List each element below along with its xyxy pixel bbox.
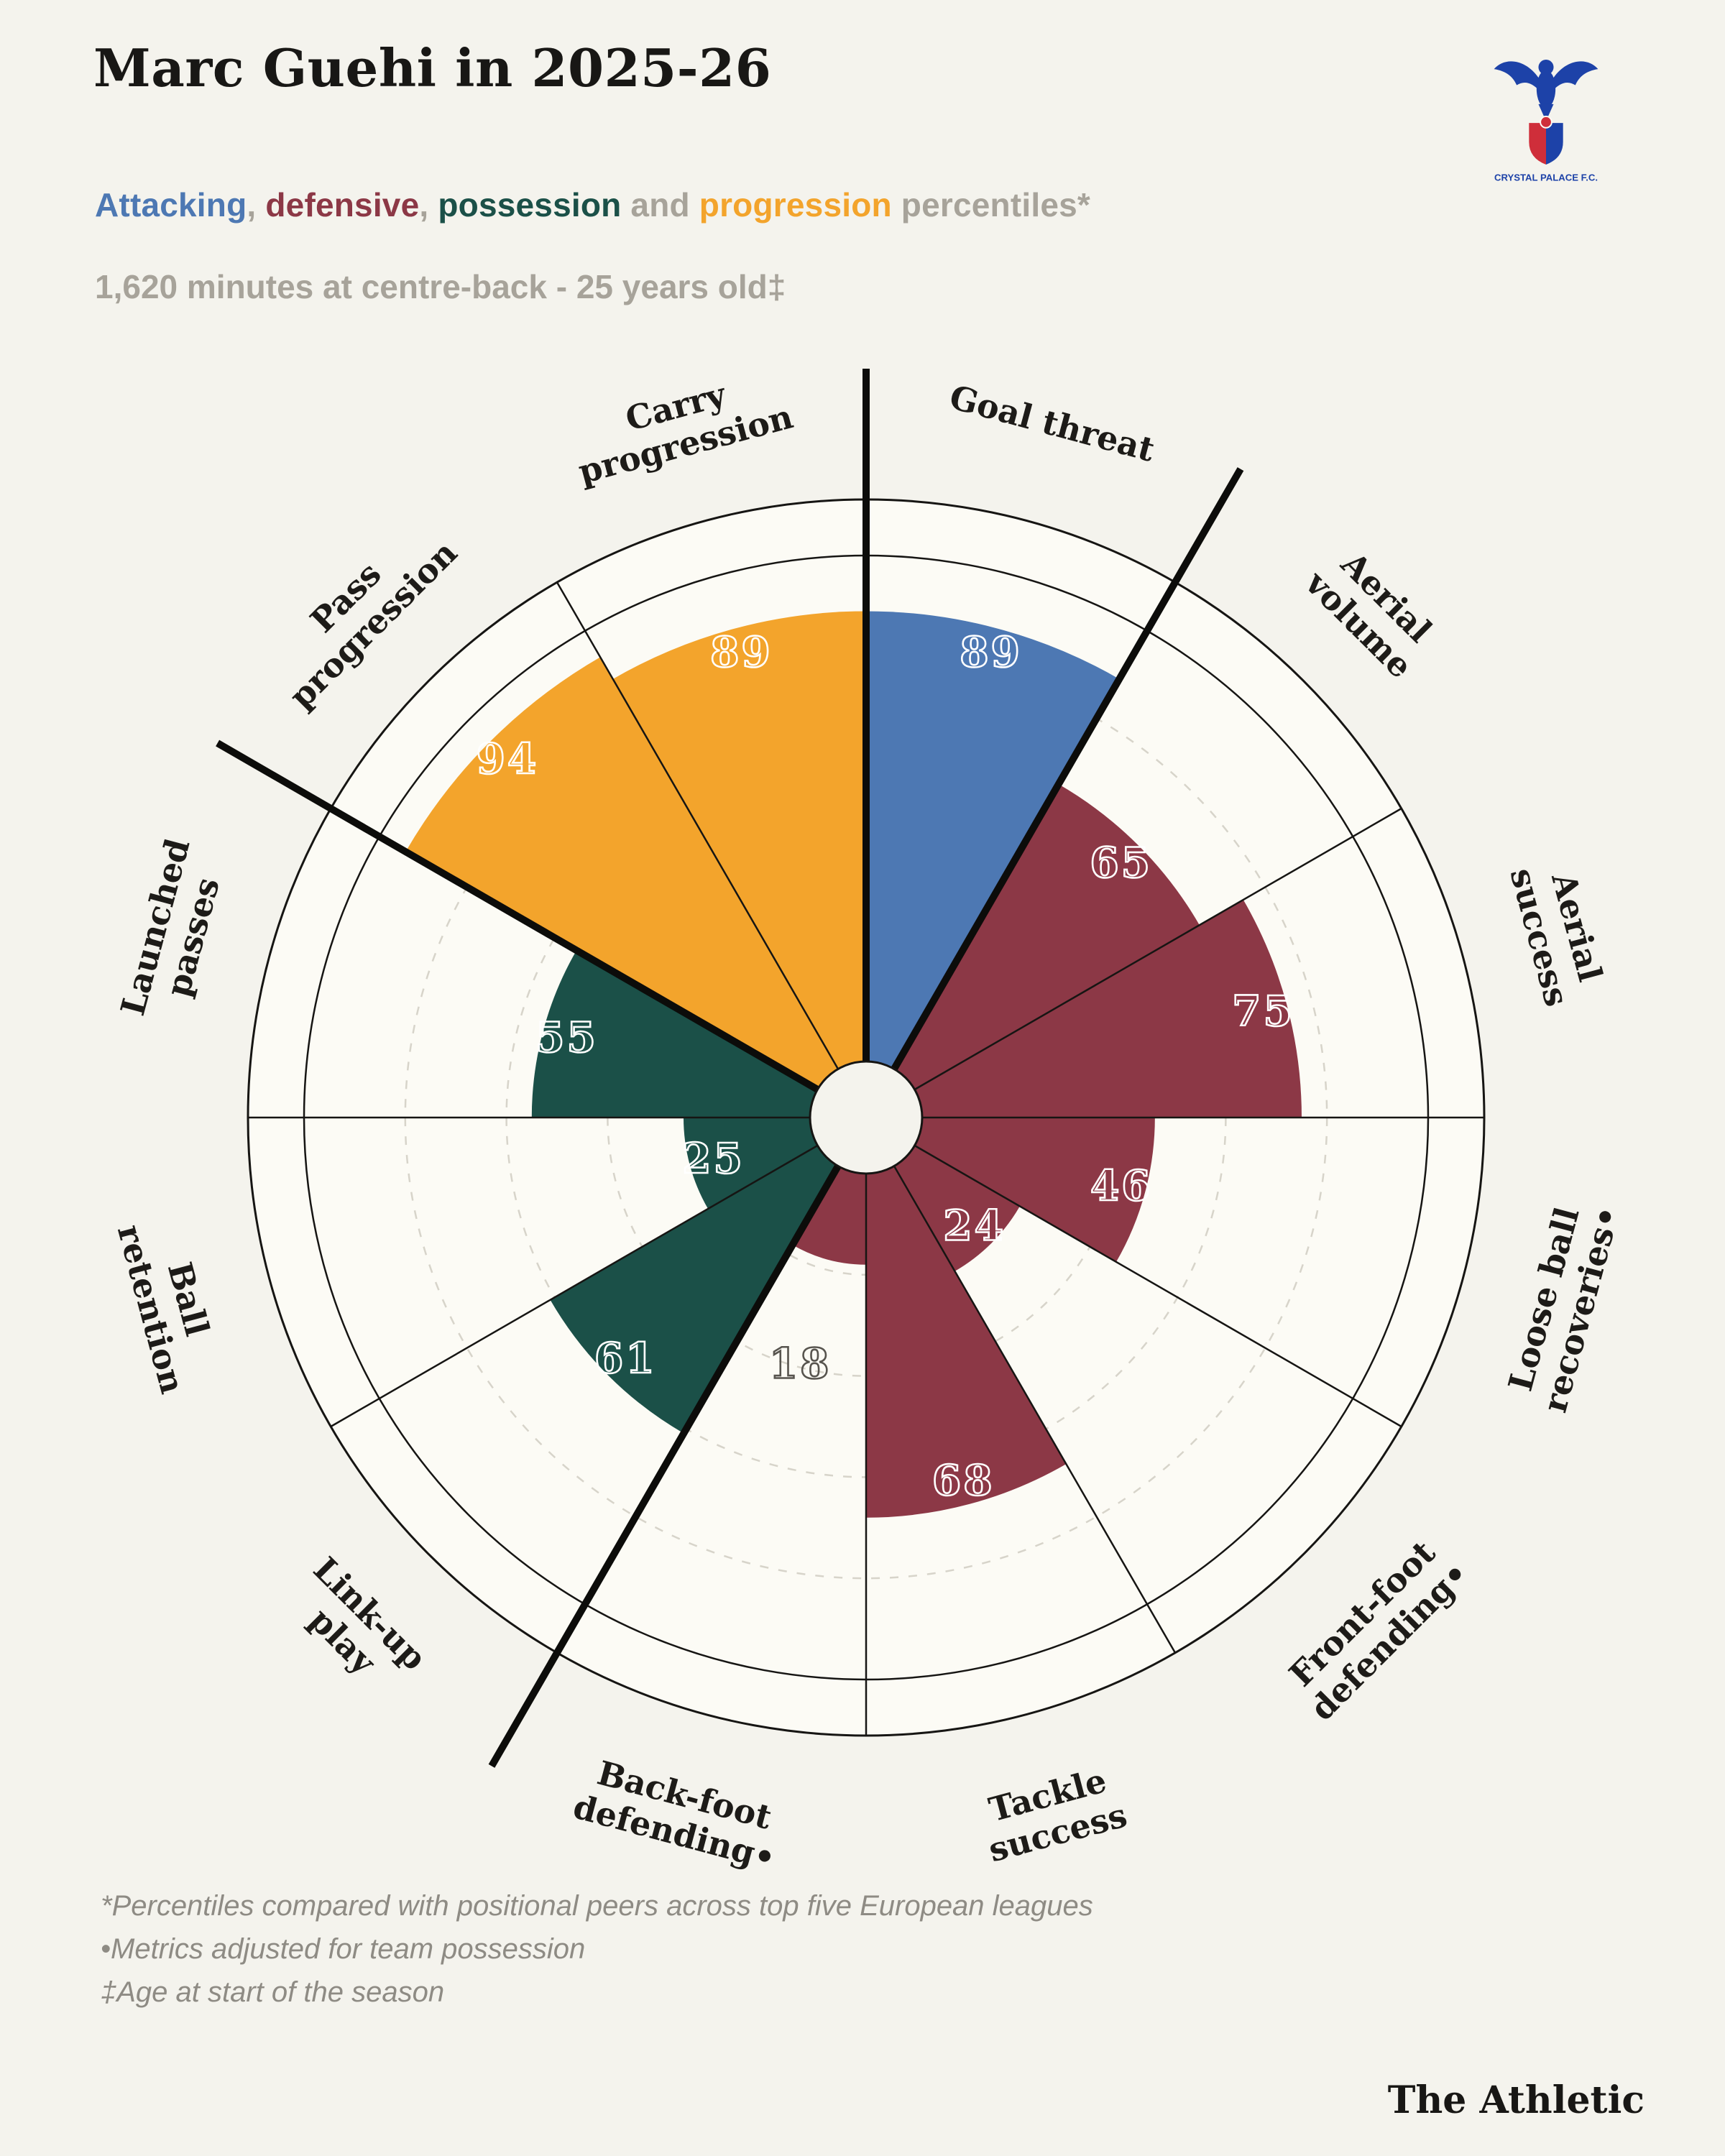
chart-slice-goal-threat — [866, 611, 1120, 1118]
slice-value-tackle-success: 68 — [932, 1456, 995, 1505]
group-boundary-line — [488, 1115, 870, 1768]
slice-label-tackle-success: Tacklesuccess — [975, 1758, 1131, 1869]
slice-value-link-up-play: 61 — [594, 1334, 657, 1383]
group-boundary-line — [216, 740, 868, 1121]
football-icon — [1540, 115, 1552, 129]
slice-value-carry-progression: 89 — [710, 627, 773, 676]
slice-label-loose-ball-recoveries: Loose ballrecoveries• — [1498, 1192, 1628, 1416]
footnote-percentiles: *Percentiles compared with positional pe… — [101, 1890, 1093, 1922]
slice-label-text: Back-footdefending• — [569, 1749, 790, 1878]
slice-value-goal-threat: 89 — [960, 627, 1022, 676]
slice-label-text: Tacklesuccess — [975, 1758, 1131, 1869]
chart-slice-aerial-success — [866, 900, 1302, 1118]
slice-value-front-foot-defending: 24 — [943, 1202, 1006, 1250]
slice-value-loose-ball-recoveries: 46 — [1090, 1161, 1153, 1210]
slice-value-aerial-success: 75 — [1232, 987, 1294, 1036]
chart-centre-hole — [809, 1060, 924, 1175]
slice-label-text: Loose ballrecoveries• — [1498, 1192, 1628, 1416]
subtitle-segment: , — [419, 186, 438, 224]
meta-line: 1,620 minutes at centre-back - 25 years … — [95, 268, 786, 305]
slice-divider-line — [556, 581, 840, 1070]
eagle-icon — [1494, 60, 1598, 121]
slice-label-ball-retention: Ballretention — [110, 1211, 230, 1398]
slice-label-launched-passes: Launchedpasses — [113, 834, 235, 1029]
subtitle: Attacking, defensive, possession and pro… — [95, 185, 1090, 224]
chart-slice-launched-passes — [531, 950, 866, 1118]
chart-slice-tackle-success — [866, 1118, 1067, 1518]
subtitle-segment: percentiles* — [891, 186, 1090, 224]
footnote-age: ‡Age at start of the season — [101, 1976, 445, 2008]
group-boundary-line — [862, 467, 1244, 1120]
slice-label-text: Aerialvolume — [1297, 535, 1448, 686]
slice-divider-line — [893, 1165, 1177, 1654]
footnote-possession-adjusted: •Metrics adjusted for team possession — [101, 1933, 586, 1965]
slice-divider-line — [914, 807, 1402, 1091]
slice-label-front-foot-defending: Front-footdefending• — [1275, 1526, 1476, 1728]
slice-label-text: Link-upplay — [279, 1549, 434, 1705]
slice-label-text: Ballretention — [110, 1211, 230, 1398]
slice-label-carry-progression: Carryprogression — [564, 359, 797, 492]
footnotes: *Percentiles compared with positional pe… — [101, 1884, 1093, 2014]
subtitle-segment: defensive — [265, 186, 420, 224]
slice-label-aerial-success: Aerialsuccess — [1502, 854, 1614, 1010]
shield-icon — [1529, 115, 1563, 165]
slice-label-text: Carryprogression — [564, 359, 797, 492]
slice-label-back-foot-defending: Back-footdefending• — [569, 1749, 790, 1879]
chart-slice-link-up-play — [550, 1118, 866, 1434]
slice-label-link-up-play: Link-upplay — [279, 1549, 434, 1705]
chart-slice-pass-progression — [405, 657, 866, 1118]
chart-slice-loose-ball-recoveries — [866, 1118, 1155, 1262]
subtitle-segment: and — [621, 186, 699, 224]
slice-value-ball-retention: 25 — [682, 1134, 745, 1183]
subtitle-segment: possession — [438, 186, 622, 224]
subtitle-segment: , — [247, 186, 266, 224]
page-title: Marc Guehi in 2025-26 — [93, 37, 772, 98]
subtitle-segment: Attacking — [95, 186, 247, 224]
subtitle-segment: progression — [699, 186, 892, 224]
slice-divider-line — [330, 1144, 819, 1428]
publisher-wordmark: The Athletic — [1387, 2078, 1644, 2122]
slice-divider-line — [914, 1144, 1402, 1428]
slice-label-text: Aerialsuccess — [1502, 854, 1614, 1010]
slice-label-text: Launchedpasses — [113, 834, 235, 1029]
slice-label-text: Front-footdefending• — [1275, 1526, 1476, 1728]
slice-label-text: Goal threat — [946, 377, 1159, 469]
slice-value-launched-passes: 55 — [535, 1013, 598, 1061]
slice-label-aerial-volume: Aerialvolume — [1297, 535, 1448, 686]
crystal-palace-crest: CRYSTAL PALACE F.C. — [1494, 60, 1598, 183]
chart-slice-carry-progression — [612, 611, 866, 1118]
slice-value-aerial-volume: 65 — [1090, 838, 1152, 887]
slice-value-back-foot-defending: 18 — [769, 1340, 832, 1388]
chart-slice-aerial-volume — [866, 784, 1200, 1118]
crest-banner-text: CRYSTAL PALACE F.C. — [1494, 172, 1598, 183]
slice-value-pass-progression: 94 — [477, 734, 539, 783]
slice-label-goal-threat: Goal threat — [946, 377, 1159, 469]
